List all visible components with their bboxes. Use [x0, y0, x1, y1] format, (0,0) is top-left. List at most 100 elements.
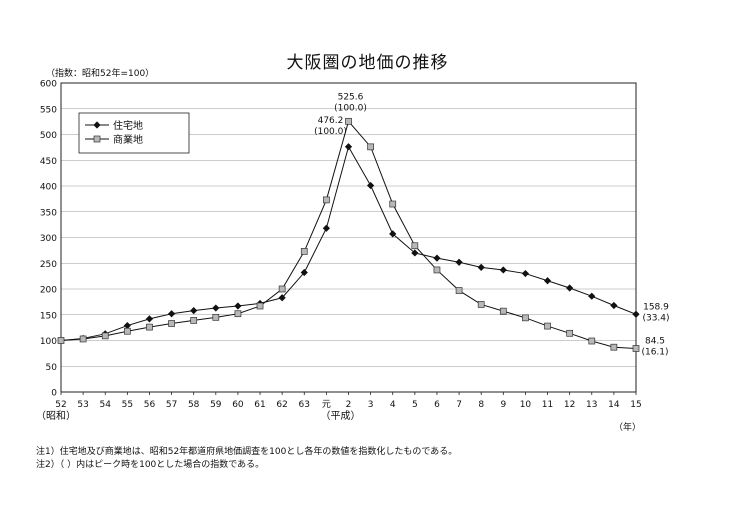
data-point	[190, 307, 198, 315]
data-point	[455, 287, 463, 294]
series-line	[60, 145, 637, 341]
data-point	[123, 327, 131, 335]
y-tick-label: 150	[40, 311, 57, 321]
x-tick-label: 52	[55, 400, 66, 410]
data-point	[610, 343, 618, 351]
data-point	[123, 321, 131, 330]
footnote-1: 注1）住宅地及び商業地は、昭和52年都道府県地価調査を100とし各年の数値を指数…	[36, 447, 458, 457]
x-tick-label: 10	[520, 400, 532, 410]
data-point	[411, 249, 419, 257]
series-commercial	[57, 117, 640, 352]
footnote-2: 注2）（ ）内はピーク時を100とした場合の指数である。	[36, 460, 265, 470]
data-point	[367, 143, 374, 151]
x-tick-label: 2	[346, 400, 352, 410]
legend-label: 商業地	[113, 133, 143, 146]
x-tick-label: 53	[77, 400, 88, 410]
era-label-showa: （昭和）	[36, 410, 76, 422]
data-point	[101, 332, 109, 340]
data-point	[455, 258, 463, 266]
data-point	[278, 294, 286, 302]
x-tick-label: 13	[586, 400, 597, 410]
data-point	[499, 307, 507, 315]
x-tick-label: 59	[210, 400, 222, 410]
y-tick-label: 500	[40, 131, 57, 141]
x-tick-label: 60	[232, 400, 244, 410]
data-point	[566, 284, 574, 292]
data-point	[588, 337, 596, 345]
y-tick-label: 350	[40, 208, 57, 218]
data-point	[433, 266, 441, 274]
data-point	[632, 310, 640, 318]
data-point	[522, 314, 529, 322]
data-label-value: 84.5	[645, 336, 665, 346]
data-point	[190, 317, 198, 324]
x-tick-label: 5	[412, 400, 418, 410]
y-tick-label: 600	[40, 80, 57, 90]
data-point	[167, 310, 176, 318]
data-point	[57, 337, 65, 344]
data-point	[345, 117, 352, 125]
footnotes: 注1）住宅地及び商業地は、昭和52年都道府県地価調査を100とし各年の数値を指数…	[36, 446, 457, 472]
data-label-value: 476.2	[318, 116, 344, 126]
data-point	[588, 292, 596, 300]
legend-marker	[93, 135, 101, 143]
y-tick-label: 300	[40, 234, 57, 244]
data-point	[632, 345, 640, 352]
x-tick-label: 元	[322, 400, 331, 410]
x-tick-label: 11	[542, 400, 553, 410]
x-tick-label: 7	[456, 400, 462, 410]
data-point	[212, 304, 220, 312]
x-tick-label: 58	[188, 400, 200, 410]
y-tick-label: 400	[40, 183, 57, 193]
data-point	[499, 266, 507, 274]
data-point	[323, 196, 330, 204]
data-point	[411, 242, 419, 250]
x-tick-label: 55	[122, 400, 133, 410]
x-tick-label: 61	[254, 400, 265, 410]
data-point	[145, 315, 154, 323]
data-point	[146, 323, 153, 331]
data-point	[79, 335, 87, 343]
y-tick-label: 100	[40, 337, 57, 347]
series-line	[60, 120, 637, 349]
data-point	[477, 301, 485, 308]
data-point	[344, 143, 353, 151]
legend-item-commercial: 商業地	[85, 133, 143, 146]
data-point	[521, 269, 530, 278]
x-tick-label: 3	[368, 400, 374, 410]
y-tick-label: 450	[40, 157, 57, 167]
x-tick-label: 4	[390, 400, 396, 410]
x-tick-label: 62	[276, 400, 287, 410]
x-axis-unit-label: （年）	[614, 421, 641, 433]
y-tick-label: 250	[40, 260, 57, 270]
era-label-heisei: （平成）	[321, 410, 361, 422]
x-tick-label: 56	[144, 400, 156, 410]
data-point	[322, 224, 330, 232]
data-point	[256, 302, 264, 310]
data-point	[278, 285, 286, 293]
data-point	[367, 181, 375, 190]
data-point	[389, 230, 397, 238]
legend-item-residential: 住宅地	[85, 119, 143, 132]
data-point	[389, 200, 397, 208]
x-tick-label: 9	[500, 400, 506, 410]
y-tick-label: 550	[40, 105, 57, 115]
data-point	[300, 248, 308, 255]
series-lines	[57, 117, 640, 352]
data-label-value: 525.6	[338, 92, 364, 102]
x-tick-label: 15	[630, 400, 641, 410]
data-point	[234, 310, 242, 318]
data-label-peak-index: (16.1)	[641, 347, 668, 357]
data-label-peak-index: (100.0)	[314, 127, 347, 137]
legend-box	[78, 112, 190, 154]
data-point	[234, 302, 242, 310]
data-point	[300, 268, 308, 277]
y-axis-unit-label: （指数：昭和52年=100）	[46, 69, 155, 79]
data-label-peak-index: (100.0)	[334, 103, 367, 113]
y-tick-labels: 0 50 100 150 200 250 300 350 400 450 500 550 600	[40, 80, 57, 399]
data-point	[566, 329, 574, 337]
x-tick-label: 12	[564, 400, 575, 410]
series-residential	[57, 143, 640, 345]
